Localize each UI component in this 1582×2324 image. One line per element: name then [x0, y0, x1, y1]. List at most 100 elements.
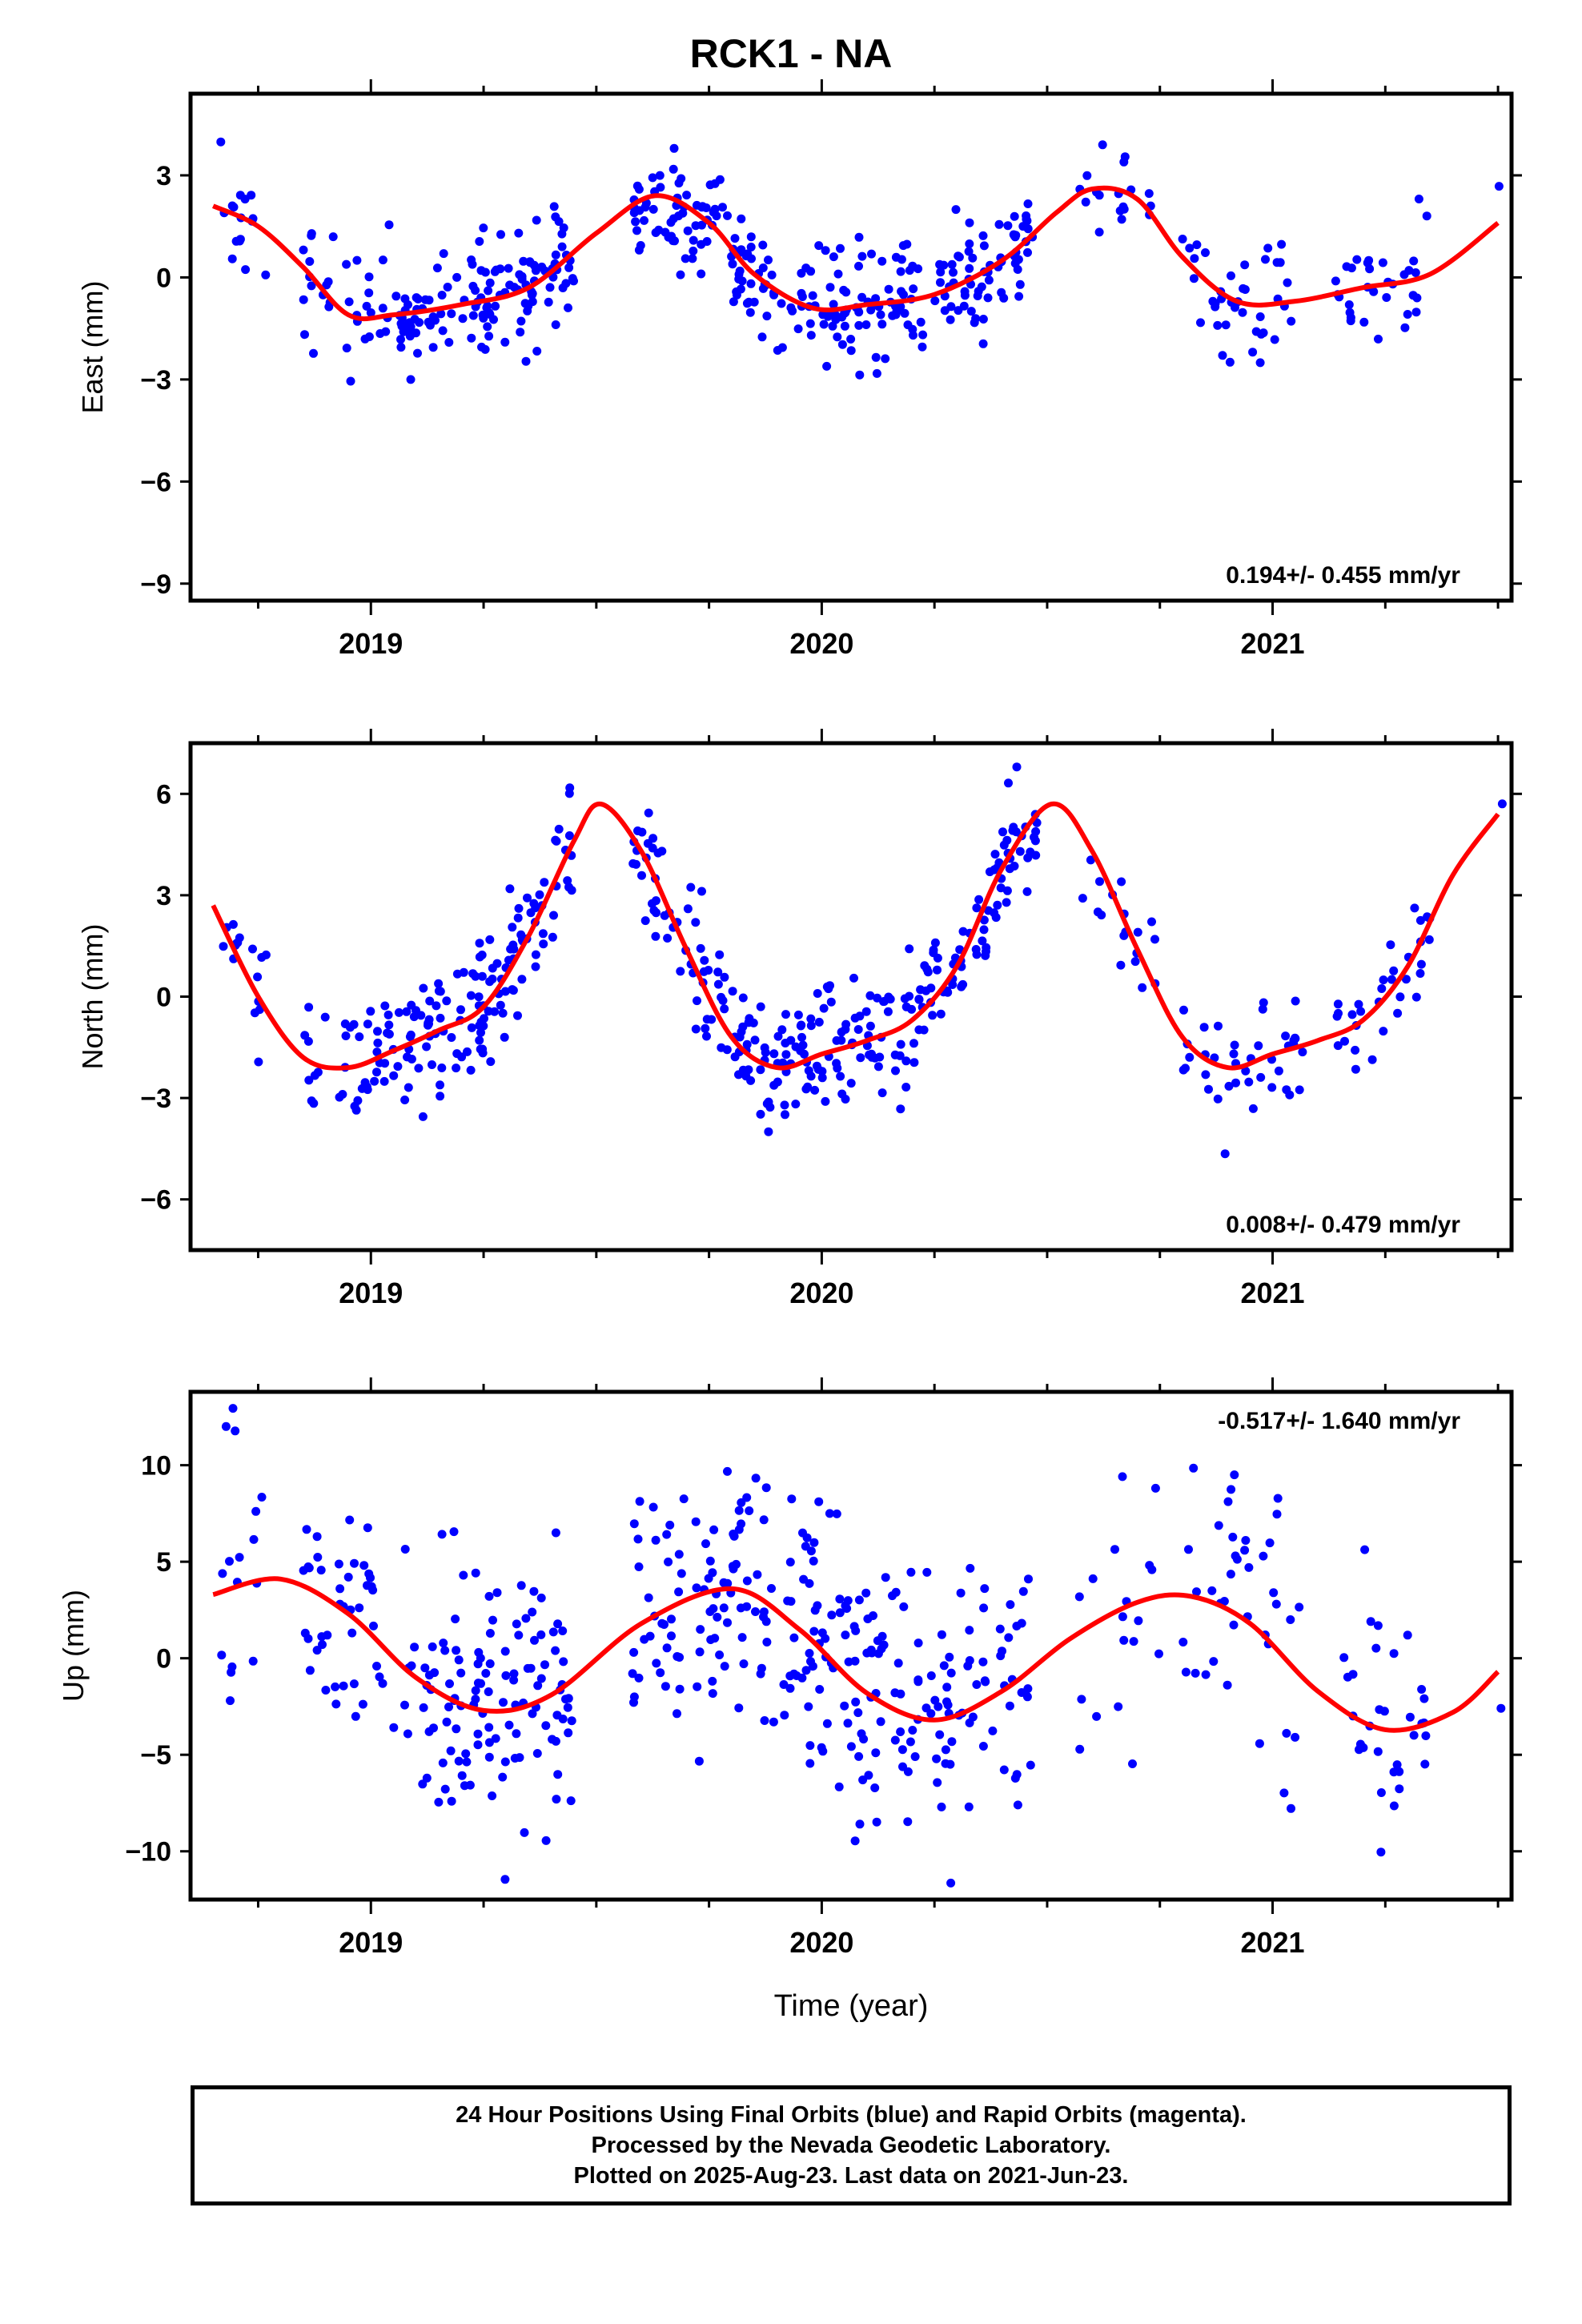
data-point	[669, 214, 678, 223]
data-point	[806, 1546, 816, 1556]
x-tick-label: 2020	[789, 1277, 853, 1309]
data-point	[468, 281, 478, 291]
data-point	[674, 1587, 684, 1597]
data-point	[628, 858, 638, 868]
data-point	[825, 1509, 834, 1518]
data-point	[1291, 996, 1300, 1006]
data-point	[813, 1601, 822, 1610]
data-point	[867, 249, 876, 259]
data-point	[836, 243, 845, 253]
data-point	[549, 911, 558, 920]
data-point	[700, 955, 709, 965]
data-point	[978, 1742, 988, 1751]
data-point	[1012, 762, 1022, 772]
data-point	[488, 1791, 497, 1800]
data-point	[890, 1688, 900, 1698]
data-point	[972, 1680, 982, 1689]
data-point	[475, 1035, 484, 1045]
data-point	[447, 1033, 456, 1042]
data-point	[484, 286, 493, 296]
data-point	[933, 953, 942, 963]
data-point	[822, 1719, 832, 1728]
data-point	[240, 195, 250, 204]
data-point	[393, 1062, 403, 1072]
data-point	[532, 215, 541, 225]
data-point	[1248, 348, 1258, 357]
data-point	[939, 1661, 949, 1671]
data-point	[757, 332, 767, 342]
data-point	[323, 277, 333, 287]
data-point	[353, 1096, 363, 1105]
data-point	[785, 1558, 795, 1567]
data-point	[988, 1726, 998, 1735]
data-point	[1415, 969, 1425, 978]
data-point	[1077, 1695, 1086, 1704]
data-point	[667, 1631, 676, 1641]
data-point	[756, 1109, 765, 1119]
data-point	[331, 1682, 340, 1691]
data-point	[514, 903, 524, 913]
data-point	[960, 287, 970, 296]
data-point	[485, 935, 495, 944]
x-tick-label: 2019	[339, 1926, 403, 1959]
data-point	[656, 1668, 665, 1678]
x-tick-label: 2021	[1240, 1926, 1304, 1959]
data-point	[899, 1602, 909, 1611]
data-point	[780, 1711, 789, 1720]
data-point	[863, 1614, 873, 1623]
data-point	[966, 1563, 975, 1573]
data-point	[965, 1718, 974, 1727]
data-point	[665, 1520, 675, 1530]
data-point	[254, 1057, 263, 1067]
data-point	[737, 214, 746, 223]
data-point	[834, 1782, 844, 1791]
data-point	[378, 255, 387, 265]
data-point	[528, 1709, 537, 1719]
data-point	[853, 1025, 863, 1034]
data-point	[697, 203, 707, 212]
data-point	[342, 259, 351, 269]
data-point	[490, 1007, 500, 1016]
data-point	[1207, 1586, 1217, 1595]
data-point	[939, 260, 949, 270]
data-point	[1400, 323, 1410, 332]
data-point	[777, 299, 786, 308]
data-point	[732, 1559, 741, 1569]
data-point	[1223, 1680, 1232, 1690]
data-point	[347, 1628, 357, 1638]
data-point	[312, 1532, 322, 1542]
data-point	[909, 1039, 918, 1048]
data-point	[996, 1651, 1006, 1661]
data-point	[840, 1701, 849, 1711]
data-point	[926, 1671, 936, 1680]
data-point	[1331, 276, 1340, 286]
data-point	[701, 1023, 710, 1033]
data-point	[551, 250, 560, 259]
data-point	[551, 212, 560, 222]
data-point	[1389, 966, 1399, 975]
data-point	[484, 1738, 494, 1747]
data-point	[905, 1737, 915, 1747]
data-point	[512, 1729, 521, 1739]
data-point	[530, 1635, 539, 1645]
data-point	[825, 283, 835, 292]
data-point	[531, 950, 540, 959]
data-point	[736, 284, 745, 294]
data-point	[466, 1065, 476, 1075]
data-point	[1192, 240, 1202, 250]
data-point	[813, 1064, 823, 1074]
data-point	[471, 1686, 480, 1695]
data-point	[963, 1661, 973, 1671]
data-point	[946, 315, 955, 324]
data-point	[655, 171, 665, 180]
data-point	[696, 943, 705, 953]
data-point	[1008, 826, 1018, 835]
data-point	[1117, 877, 1126, 887]
data-point	[521, 356, 531, 366]
data-point	[1075, 1744, 1085, 1754]
data-point	[901, 1002, 911, 1011]
data-point	[877, 256, 887, 266]
data-point	[1181, 1667, 1191, 1677]
data-point	[436, 1013, 445, 1023]
x-tick-label: 2021	[1240, 1277, 1304, 1309]
